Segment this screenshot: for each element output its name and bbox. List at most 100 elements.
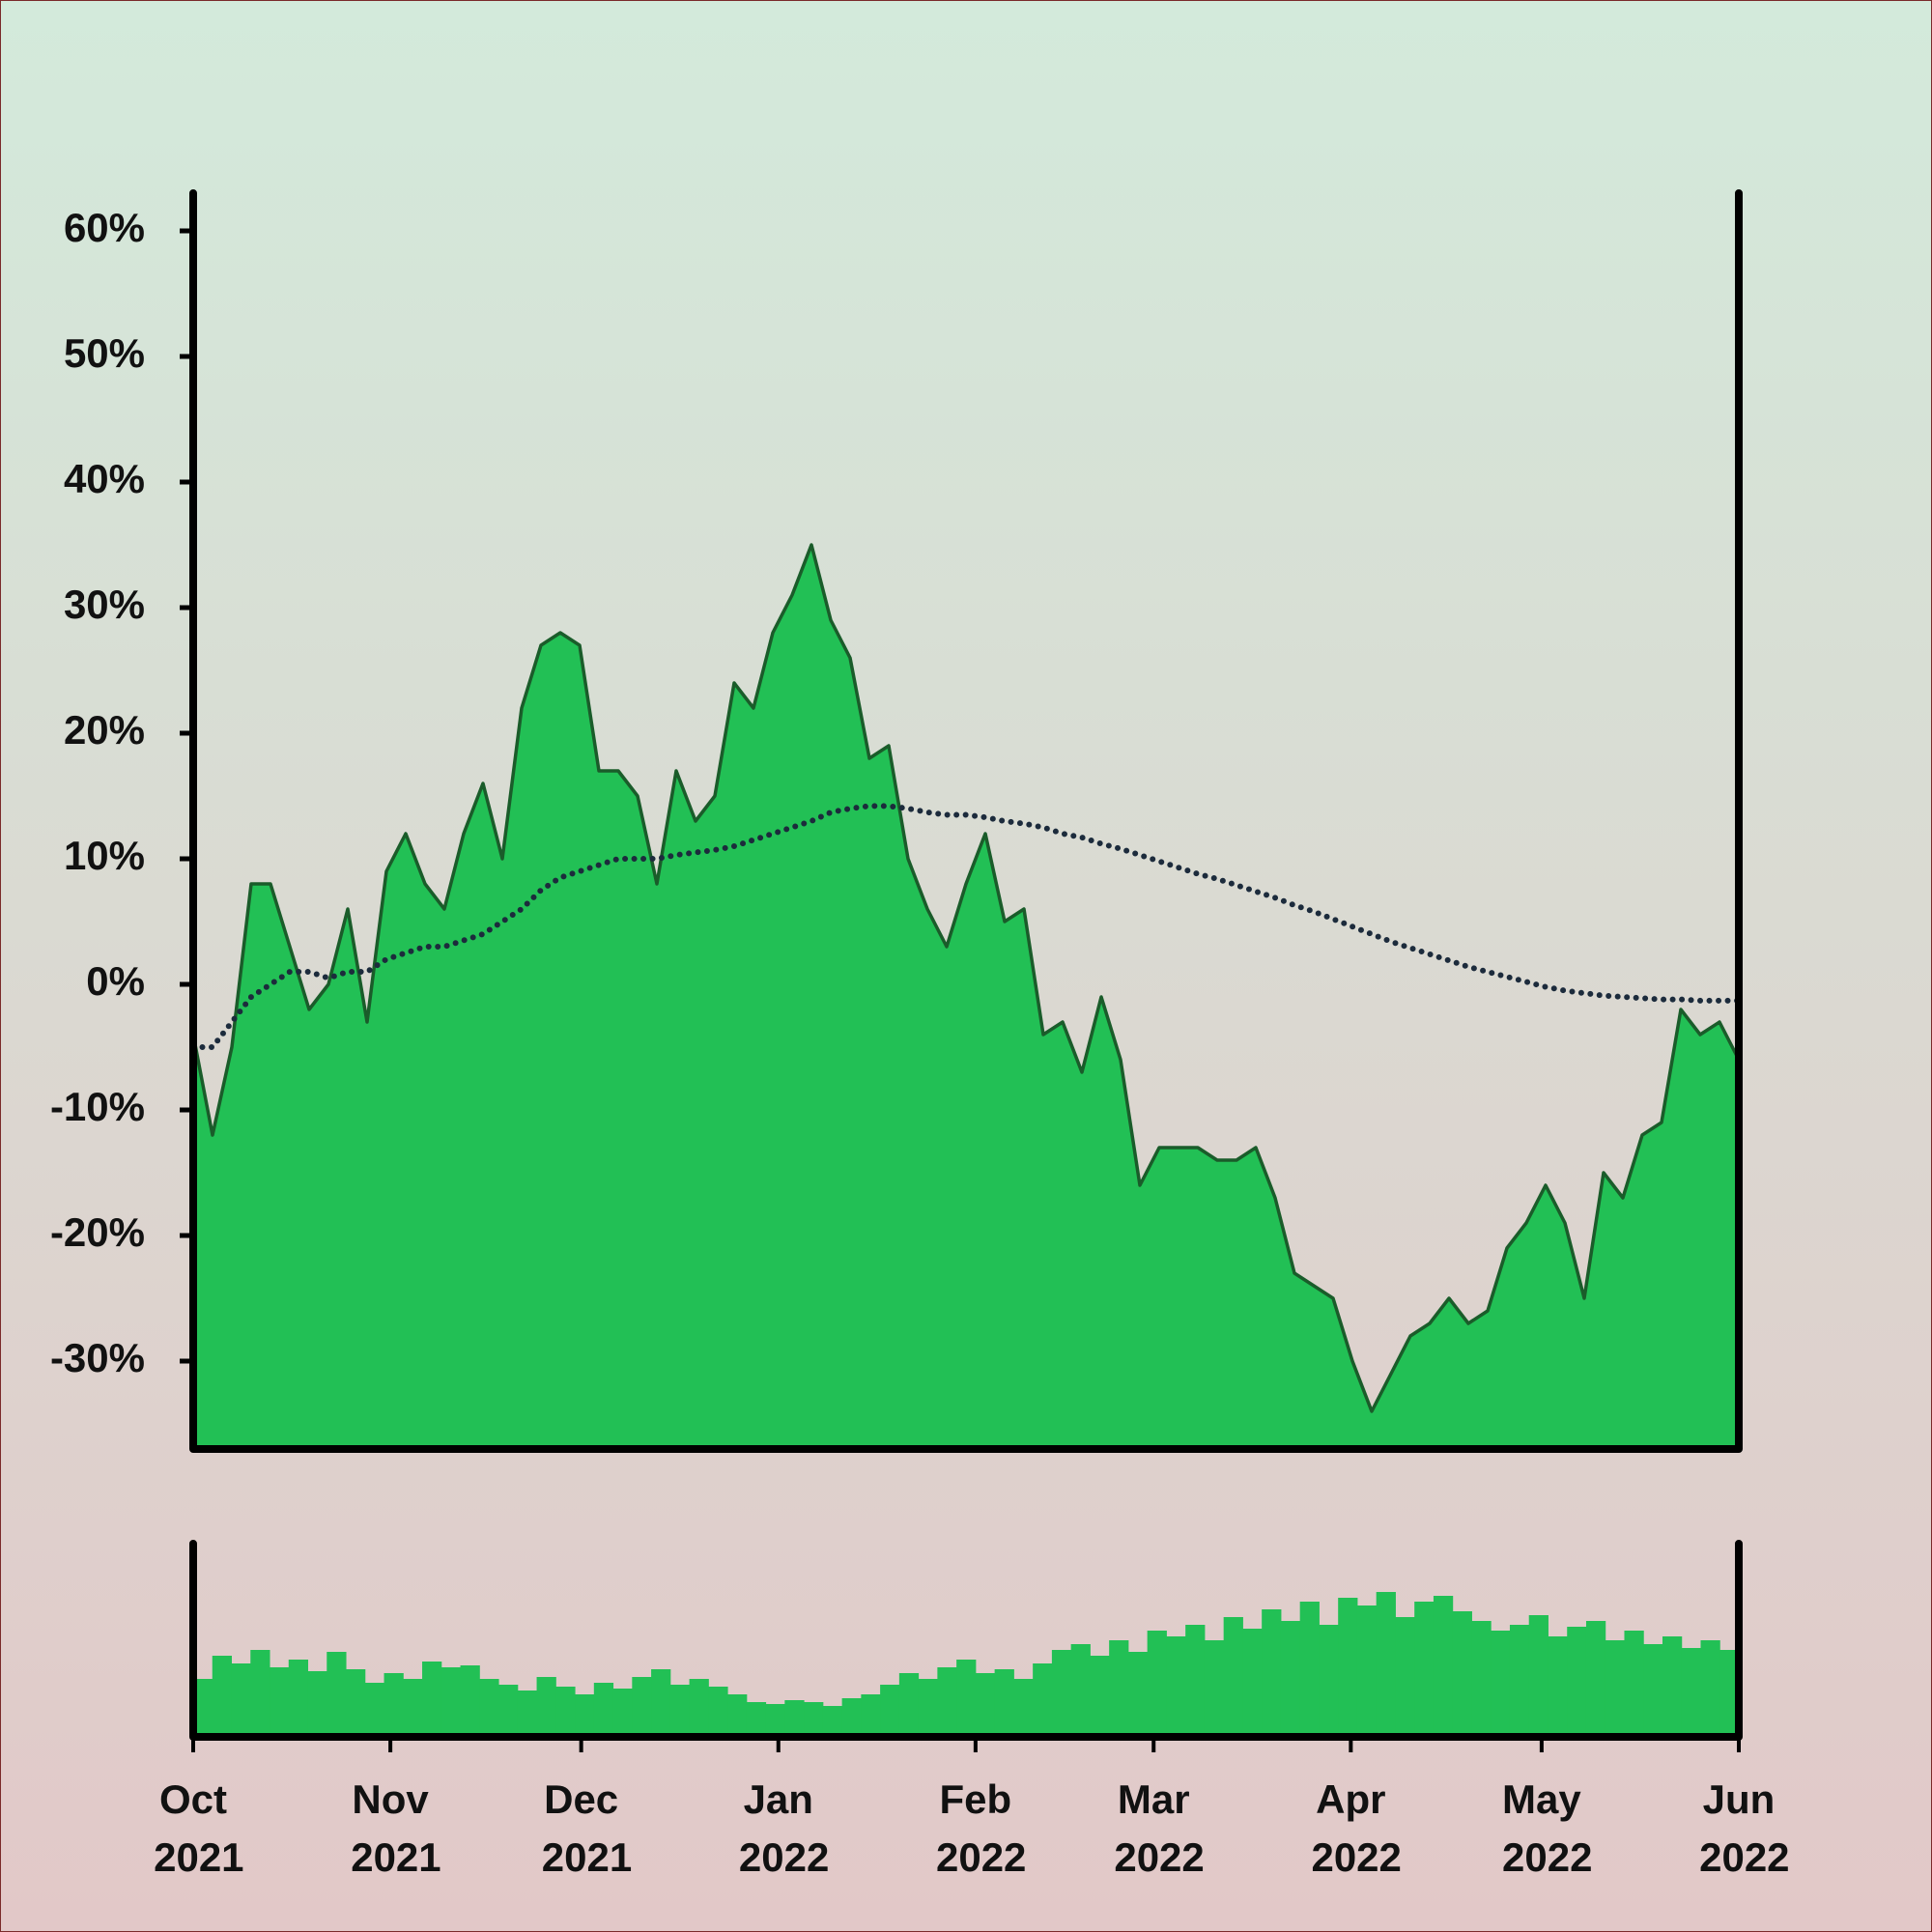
volume-bar <box>1376 1592 1396 1737</box>
y-tick-label: 60% <box>64 205 145 250</box>
volume-bar <box>364 1683 385 1737</box>
volume-bar <box>918 1679 938 1737</box>
x-tick-label: Dec 2021 <box>530 1776 632 1880</box>
volume-bar <box>632 1677 652 1737</box>
volume-bar <box>669 1685 691 1737</box>
x-tick-label: Jun 2022 <box>1688 1776 1789 1880</box>
line <box>190 803 1742 1050</box>
volume-bar <box>1147 1631 1167 1737</box>
volume-bar <box>994 1669 1014 1737</box>
volume-bar <box>689 1679 709 1737</box>
x-tick-label-line: May <box>1502 1776 1581 1822</box>
volume-bar <box>498 1685 519 1737</box>
area-outline <box>191 543 1741 1413</box>
volume-bar <box>708 1687 728 1737</box>
volume-bar <box>422 1662 442 1737</box>
volume-bar <box>1471 1621 1492 1737</box>
volume-bar <box>1242 1629 1263 1737</box>
volume-bar <box>346 1669 366 1737</box>
x-tick-label: Nov 2021 <box>340 1776 441 1880</box>
volume-bar <box>1223 1617 1243 1737</box>
volume-bar <box>1719 1650 1740 1737</box>
volume-bar <box>1414 1602 1435 1737</box>
volume-bar <box>1280 1621 1301 1737</box>
volume-bar <box>288 1660 309 1737</box>
volume-bar <box>575 1694 595 1737</box>
y-tick-label: 20% <box>64 707 145 753</box>
volume-bar <box>1013 1679 1034 1737</box>
volume-bar <box>975 1673 996 1737</box>
volume-bar <box>327 1652 347 1737</box>
volume-bar <box>1070 1644 1091 1737</box>
volume-bar <box>880 1685 900 1737</box>
x-tick-label-line: 2022 <box>1300 1834 1402 1880</box>
volume-bar <box>1356 1605 1378 1737</box>
y-tick-label: -10% <box>50 1084 145 1129</box>
volume-bar <box>1585 1621 1606 1737</box>
volume-bar <box>384 1673 404 1737</box>
y-tick-label: 50% <box>64 330 145 376</box>
x-tick-label-line: Mar <box>1118 1776 1190 1822</box>
volume-bar <box>1548 1636 1568 1737</box>
volume-bar <box>1033 1663 1053 1737</box>
volume-bar <box>898 1673 920 1737</box>
volume-bar <box>1681 1648 1701 1737</box>
volume-bar <box>1185 1625 1206 1737</box>
volume-bar <box>1452 1611 1472 1737</box>
volume-bar <box>1605 1640 1625 1737</box>
volume-bar <box>1662 1636 1683 1737</box>
x-tick-label: Mar 2022 <box>1103 1776 1205 1880</box>
axis-frame <box>189 1540 1743 1741</box>
x-tick-label: Feb 2022 <box>924 1776 1026 1880</box>
x-tick-label: May 2022 <box>1491 1776 1592 1880</box>
y-tick-label: 30% <box>64 582 145 627</box>
x-tick-label-line: 2022 <box>924 1834 1026 1880</box>
volume-bar <box>1567 1627 1587 1737</box>
x-tick-label-line: Feb <box>940 1776 1012 1822</box>
x-tick-label-line: Nov <box>352 1776 429 1822</box>
y-tick-label: 0% <box>86 958 145 1004</box>
volume-bar <box>460 1665 480 1737</box>
x-tick-label-line: 2021 <box>340 1834 441 1880</box>
volume-bar <box>651 1669 671 1737</box>
volume-bar <box>440 1667 462 1737</box>
volume-bar <box>804 1702 824 1737</box>
x-tick-label-line: 2022 <box>727 1834 829 1880</box>
volume-bar <box>1299 1602 1320 1737</box>
volume-bar <box>861 1694 881 1737</box>
y-tick-label: 40% <box>64 456 145 501</box>
volume-bar <box>270 1667 290 1737</box>
volume-bar <box>1700 1640 1720 1737</box>
volume-bar <box>479 1679 499 1737</box>
volume-bar <box>403 1679 423 1737</box>
x-tick-label: Oct 2021 <box>142 1776 243 1880</box>
volume-bar <box>956 1660 977 1737</box>
y-tick-label: 10% <box>64 833 145 878</box>
volume-bar <box>1166 1636 1186 1737</box>
volume-bar <box>193 1679 213 1737</box>
volume-bar <box>517 1690 538 1737</box>
x-tick-label-line: 2021 <box>530 1834 632 1880</box>
y-tick-label: -30% <box>50 1335 145 1380</box>
volume-bar <box>1319 1625 1339 1737</box>
volume-bar <box>1395 1617 1415 1737</box>
volume-bar <box>1338 1598 1358 1737</box>
volume-bar <box>784 1700 805 1737</box>
volume-bar <box>1433 1596 1454 1737</box>
volume-bar <box>612 1689 633 1737</box>
x-tick-label-line: Jun <box>1703 1776 1776 1822</box>
volume-bar <box>1109 1640 1129 1737</box>
x-tick-label-line: Jan <box>744 1776 813 1822</box>
volume-bar <box>1528 1615 1548 1737</box>
volume-bar <box>593 1683 614 1737</box>
x-tick-label: Jan 2022 <box>727 1776 829 1880</box>
area <box>193 545 1739 1449</box>
axis-frame <box>189 189 1743 1453</box>
volume-bar <box>1262 1609 1282 1737</box>
volume-bar <box>555 1687 576 1737</box>
volume-bar <box>727 1694 748 1737</box>
volume-bar <box>1090 1656 1110 1737</box>
volume-bar <box>1509 1625 1530 1737</box>
volume-bar <box>765 1704 785 1737</box>
